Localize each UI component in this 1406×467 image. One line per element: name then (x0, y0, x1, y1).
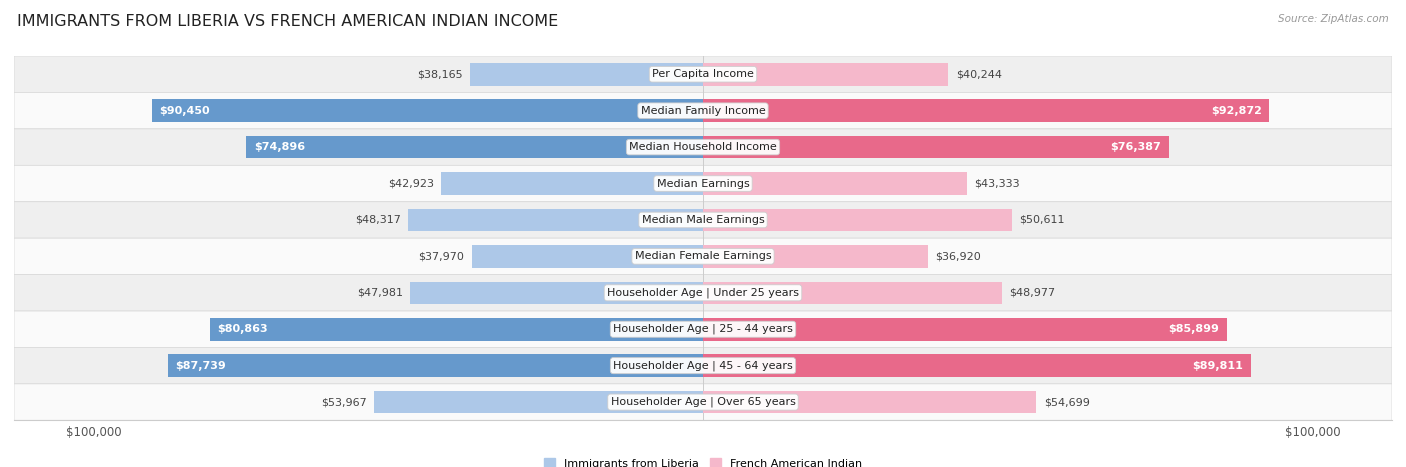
Bar (703, 63, 949, 85)
Text: $54,699: $54,699 (1043, 397, 1090, 407)
Text: Householder Age | 45 - 64 years: Householder Age | 45 - 64 years (613, 361, 793, 371)
FancyBboxPatch shape (14, 129, 1392, 165)
Bar (408, 209, 703, 231)
Text: Median Male Earnings: Median Male Earnings (641, 215, 765, 225)
Text: $47,981: $47,981 (357, 288, 404, 298)
Text: $42,923: $42,923 (388, 178, 434, 189)
Text: Median Family Income: Median Family Income (641, 106, 765, 116)
Text: Householder Age | Under 25 years: Householder Age | Under 25 years (607, 288, 799, 298)
FancyBboxPatch shape (14, 92, 1392, 129)
FancyBboxPatch shape (14, 238, 1392, 275)
Text: IMMIGRANTS FROM LIBERIA VS FRENCH AMERICAN INDIAN INCOME: IMMIGRANTS FROM LIBERIA VS FRENCH AMERIC… (17, 14, 558, 29)
Text: $87,739: $87,739 (176, 361, 226, 371)
Bar (471, 245, 703, 268)
Text: Source: ZipAtlas.com: Source: ZipAtlas.com (1278, 14, 1389, 24)
Bar (411, 282, 703, 304)
Bar (703, 354, 1250, 377)
Text: $37,970: $37,970 (419, 251, 464, 262)
Bar (471, 63, 703, 85)
Bar (703, 172, 967, 195)
Text: $89,811: $89,811 (1192, 361, 1243, 371)
Text: Median Earnings: Median Earnings (657, 178, 749, 189)
Legend: Immigrants from Liberia, French American Indian: Immigrants from Liberia, French American… (540, 454, 866, 467)
Text: Per Capita Income: Per Capita Income (652, 69, 754, 79)
Bar (441, 172, 703, 195)
Bar (169, 354, 703, 377)
Text: $74,896: $74,896 (253, 142, 305, 152)
Text: Householder Age | Over 65 years: Householder Age | Over 65 years (610, 397, 796, 407)
Text: $38,165: $38,165 (418, 69, 463, 79)
Bar (703, 282, 1001, 304)
Text: Median Female Earnings: Median Female Earnings (634, 251, 772, 262)
FancyBboxPatch shape (14, 311, 1392, 347)
Bar (209, 318, 703, 340)
Text: Householder Age | 25 - 44 years: Householder Age | 25 - 44 years (613, 324, 793, 334)
Text: $85,899: $85,899 (1168, 324, 1219, 334)
Text: $50,611: $50,611 (1019, 215, 1064, 225)
Bar (703, 136, 1168, 158)
Text: $53,967: $53,967 (321, 397, 367, 407)
Bar (703, 245, 928, 268)
Bar (703, 318, 1226, 340)
Text: $48,317: $48,317 (356, 215, 401, 225)
Bar (703, 391, 1036, 413)
Text: $80,863: $80,863 (218, 324, 269, 334)
Text: $36,920: $36,920 (935, 251, 981, 262)
FancyBboxPatch shape (14, 275, 1392, 311)
FancyBboxPatch shape (14, 384, 1392, 420)
FancyBboxPatch shape (14, 165, 1392, 202)
Text: Median Household Income: Median Household Income (628, 142, 778, 152)
Bar (152, 99, 703, 122)
FancyBboxPatch shape (14, 56, 1392, 92)
Text: $48,977: $48,977 (1010, 288, 1054, 298)
FancyBboxPatch shape (14, 202, 1392, 238)
Text: $76,387: $76,387 (1111, 142, 1161, 152)
Bar (374, 391, 703, 413)
Text: $90,450: $90,450 (159, 106, 209, 116)
Bar (246, 136, 703, 158)
FancyBboxPatch shape (14, 347, 1392, 384)
Bar (703, 209, 1011, 231)
Bar (703, 99, 1270, 122)
Text: $43,333: $43,333 (974, 178, 1021, 189)
Text: $40,244: $40,244 (956, 69, 1001, 79)
Text: $92,872: $92,872 (1211, 106, 1263, 116)
